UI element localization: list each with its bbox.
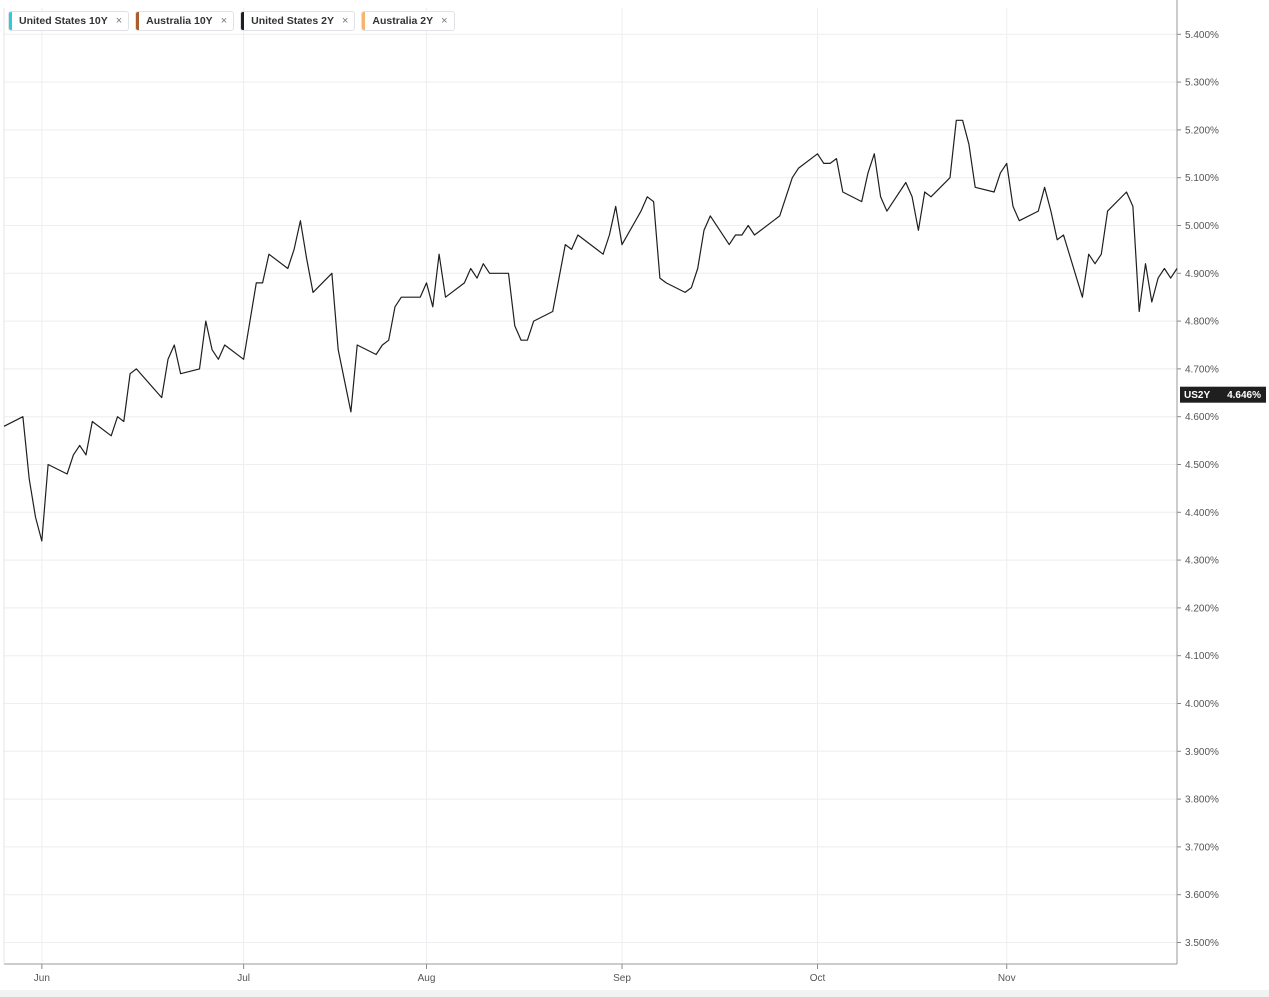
legend-label-au2y: Australia 2Y	[372, 15, 434, 27]
close-icon[interactable]: ×	[115, 15, 123, 27]
legend-label-us2y: United States 2Y	[251, 15, 334, 27]
y-tick-label: 5.100%	[1185, 173, 1219, 184]
x-tick-label: Nov	[998, 973, 1016, 984]
end-label-bg	[1180, 386, 1266, 403]
close-icon[interactable]: ×	[441, 15, 448, 27]
y-tick-label: 4.500%	[1185, 460, 1219, 471]
y-tick-label: 5.200%	[1185, 125, 1219, 136]
x-tick-label: Oct	[810, 973, 826, 984]
y-tick-label: 3.800%	[1185, 795, 1219, 806]
series-line-us2y	[3, 119, 1178, 542]
y-tick-label: 4.700%	[1185, 364, 1219, 375]
y-tick-label: 4.000%	[1185, 699, 1219, 710]
legend: United States 10Y × Australia 10Y × Unit…	[8, 11, 455, 31]
legend-swatch-us2y	[241, 12, 245, 30]
series-lines	[3, 119, 1178, 542]
x-tick-label: Aug	[418, 973, 436, 984]
legend-label-us10y: United States 10Y	[19, 15, 108, 27]
legend-chip-au10y[interactable]: Australia 10Y ×	[135, 11, 235, 31]
y-tick-label: 5.000%	[1185, 221, 1219, 232]
x-tick-label: Jul	[237, 973, 250, 984]
y-tick-label: 3.900%	[1185, 747, 1219, 758]
end-label-ticker: US2Y	[1184, 390, 1210, 401]
y-tick-label: 5.400%	[1185, 30, 1219, 41]
y-tick-label: 3.700%	[1185, 842, 1219, 853]
y-tick-label: 4.200%	[1185, 603, 1219, 614]
end-label-value: 4.646%	[1227, 390, 1261, 401]
legend-label-au10y: Australia 10Y	[146, 15, 213, 27]
legend-chip-us2y[interactable]: United States 2Y ×	[240, 11, 356, 31]
y-tick-label: 4.100%	[1185, 651, 1219, 662]
close-icon[interactable]: ×	[220, 15, 228, 27]
y-tick-label: 4.300%	[1185, 556, 1219, 567]
y-tick-label: 3.500%	[1185, 938, 1219, 949]
y-tick-label: 4.800%	[1185, 317, 1219, 328]
scroll-track	[0, 990, 1269, 997]
legend-chip-us10y[interactable]: United States 10Y ×	[8, 11, 130, 31]
gridlines	[4, 8, 1177, 964]
y-tick-label: 3.600%	[1185, 890, 1219, 901]
y-tick-label: 5.300%	[1185, 78, 1219, 89]
x-tick-label: Sep	[613, 973, 631, 984]
y-tick-label: 4.600%	[1185, 412, 1219, 423]
end-value-labels: US2Y 4.646%	[1180, 386, 1266, 403]
legend-chip-au2y[interactable]: Australia 2Y ×	[361, 11, 455, 31]
y-tick-label: 4.900%	[1185, 269, 1219, 280]
legend-swatch-us10y	[9, 12, 12, 30]
close-icon[interactable]: ×	[341, 15, 349, 27]
legend-swatch-au2y	[362, 12, 366, 30]
x-tick-label: Jun	[34, 973, 50, 984]
y-tick-label: 4.400%	[1185, 508, 1219, 519]
legend-swatch-au10y	[136, 12, 140, 30]
